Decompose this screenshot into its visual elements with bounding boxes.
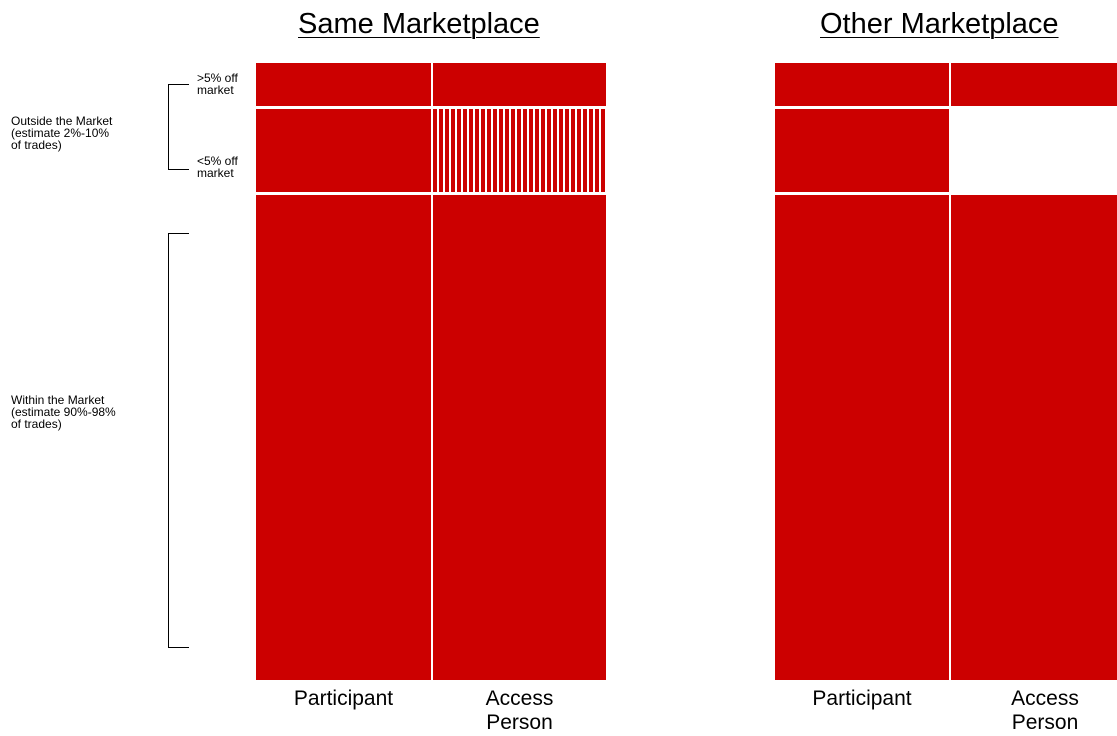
same-access-under-5-hatched-cell [433, 109, 606, 192]
other-access-under-5-empty-cell [951, 109, 1117, 192]
outside-market-bracket [168, 84, 189, 170]
within-market-label: Within the Market (estimate 90%-98% of t… [11, 393, 116, 431]
same-access-over-5-cell [433, 63, 606, 106]
other-participant-over-5-cell [775, 63, 949, 106]
same-participant-column-label: Participant [293, 687, 394, 710]
other-access-within-cell [951, 195, 1117, 680]
same-access-within-cell [433, 195, 606, 680]
other-marketplace-title: Other Marketplace [820, 8, 1059, 40]
row-label-over-5: >5% off market [197, 71, 238, 97]
other-participant-under-5-cell [775, 109, 949, 192]
same-access-person-column-label: Access Person [485, 687, 554, 734]
same-participant-over-5-cell [256, 63, 431, 106]
other-participant-column-label: Participant [812, 687, 912, 710]
other-access-person-column-label: Access Person [1011, 687, 1079, 734]
same-participant-within-cell [256, 195, 431, 680]
within-market-bracket [168, 233, 189, 648]
same-participant-under-5-cell [256, 109, 431, 192]
same-marketplace-title: Same Marketplace [298, 8, 540, 40]
outside-market-label: Outside the Market (estimate 2%-10% of t… [11, 114, 113, 152]
other-participant-within-cell [775, 195, 949, 680]
row-label-under-5: <5% off market [197, 154, 238, 180]
other-access-over-5-cell [951, 63, 1117, 106]
